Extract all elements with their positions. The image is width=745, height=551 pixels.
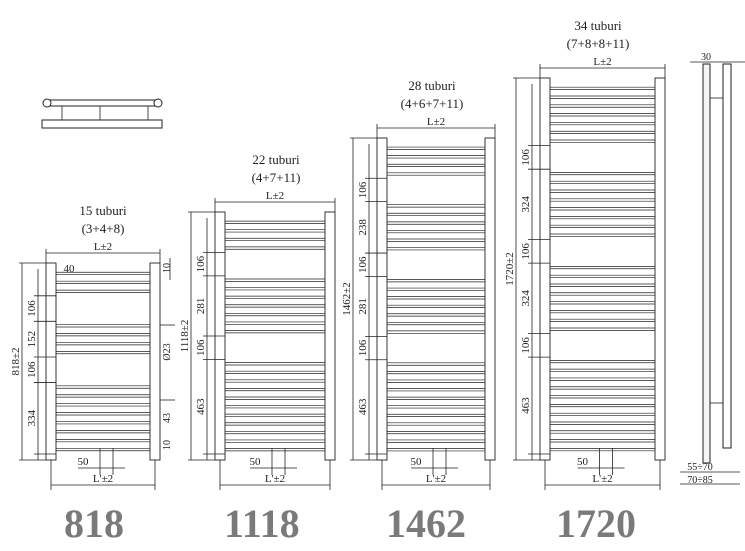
width-label: L±2 bbox=[593, 56, 611, 68]
overall-height-label: 1462±2 bbox=[341, 282, 353, 316]
segment-dimension-281: 281 bbox=[195, 298, 207, 315]
segment-dimension-152: 152 bbox=[26, 331, 38, 348]
wall-gap-2-label: 70÷85 bbox=[687, 475, 713, 486]
wall-top-view bbox=[41, 119, 163, 129]
overall-height-label: 1720±2 bbox=[504, 252, 516, 286]
segment-dimension-463: 463 bbox=[195, 398, 207, 415]
segment-dimension-106: 106 bbox=[195, 339, 207, 356]
width-label: L±2 bbox=[266, 190, 284, 202]
width-label: L±2 bbox=[94, 241, 112, 253]
right-collector bbox=[149, 262, 161, 461]
segment-dimension-281: 281 bbox=[357, 298, 369, 315]
left-collector bbox=[376, 137, 388, 461]
tube-groups-label: (4+7+11) bbox=[252, 170, 301, 185]
bottom-offset-label: 10 bbox=[162, 440, 173, 450]
left-collector bbox=[539, 77, 551, 461]
segment-dimension-106: 106 bbox=[357, 339, 369, 356]
segment-dimension-463: 463 bbox=[357, 398, 369, 415]
segment-dimension-334: 334 bbox=[26, 410, 38, 427]
collector-width-label: 40 bbox=[64, 263, 76, 275]
segment-dimension-463: 463 bbox=[520, 397, 532, 414]
width-label: L±2 bbox=[427, 116, 445, 128]
right-collector bbox=[324, 211, 336, 461]
left-collector bbox=[45, 262, 57, 461]
tube-groups-label: (4+6+7+11) bbox=[401, 96, 464, 111]
tubes-count-label: 15 tuburi bbox=[79, 203, 127, 218]
pitch-label: 50 bbox=[577, 456, 589, 468]
segment-dimension-106: 106 bbox=[520, 149, 532, 166]
segment-dimension-106: 106 bbox=[26, 300, 38, 317]
bottom-width-label: L'±2 bbox=[592, 473, 612, 485]
tube-groups-label: (3+4+8) bbox=[82, 221, 125, 236]
tubes-count-label: 34 tuburi bbox=[574, 18, 622, 33]
overall-height-label: 818±2 bbox=[10, 347, 22, 375]
radiator-side-profile bbox=[722, 63, 732, 449]
tube-diameter-label: Ø23 bbox=[162, 343, 173, 360]
model-1720-label: 1720 bbox=[556, 501, 636, 546]
top-offset-label: 10 bbox=[162, 263, 173, 273]
collector-top-view bbox=[153, 98, 163, 108]
pitch-label: 50 bbox=[78, 456, 90, 468]
connection-label: 43 bbox=[162, 413, 173, 423]
pitch-label: 50 bbox=[250, 456, 262, 468]
segment-dimension-324: 324 bbox=[520, 196, 532, 213]
tubes-count-label: 28 tuburi bbox=[408, 78, 456, 93]
depth-label: 30 bbox=[701, 52, 711, 63]
model-818-label: 818 bbox=[64, 501, 124, 546]
segment-dimension-106: 106 bbox=[520, 243, 532, 260]
model-1118-label: 1118 bbox=[224, 501, 300, 546]
segment-dimension-324: 324 bbox=[520, 290, 532, 307]
bottom-width-label: L'±2 bbox=[93, 473, 113, 485]
bottom-width-label: L'±2 bbox=[265, 473, 285, 485]
overall-height-label: 1118±2 bbox=[179, 320, 191, 353]
radiator-top-view bbox=[47, 99, 161, 107]
segment-dimension-106: 106 bbox=[195, 255, 207, 272]
right-collector bbox=[484, 137, 496, 461]
segment-dimension-238: 238 bbox=[357, 219, 369, 236]
wall-gap-1-label: 55÷70 bbox=[687, 462, 713, 473]
segment-dimension-106: 106 bbox=[520, 337, 532, 354]
right-collector bbox=[654, 77, 666, 461]
pitch-label: 50 bbox=[411, 456, 423, 468]
wall-section bbox=[702, 63, 711, 464]
model-1462-label: 1462 bbox=[386, 501, 466, 546]
segment-dimension-106: 106 bbox=[357, 181, 369, 198]
collector-top-view bbox=[42, 98, 52, 108]
segment-dimension-106: 106 bbox=[357, 256, 369, 273]
tube-groups-label: (7+8+8+11) bbox=[567, 36, 630, 51]
tubes-count-label: 22 tuburi bbox=[252, 152, 300, 167]
bottom-width-label: L'±2 bbox=[426, 473, 446, 485]
segment-dimension-106: 106 bbox=[26, 361, 38, 378]
